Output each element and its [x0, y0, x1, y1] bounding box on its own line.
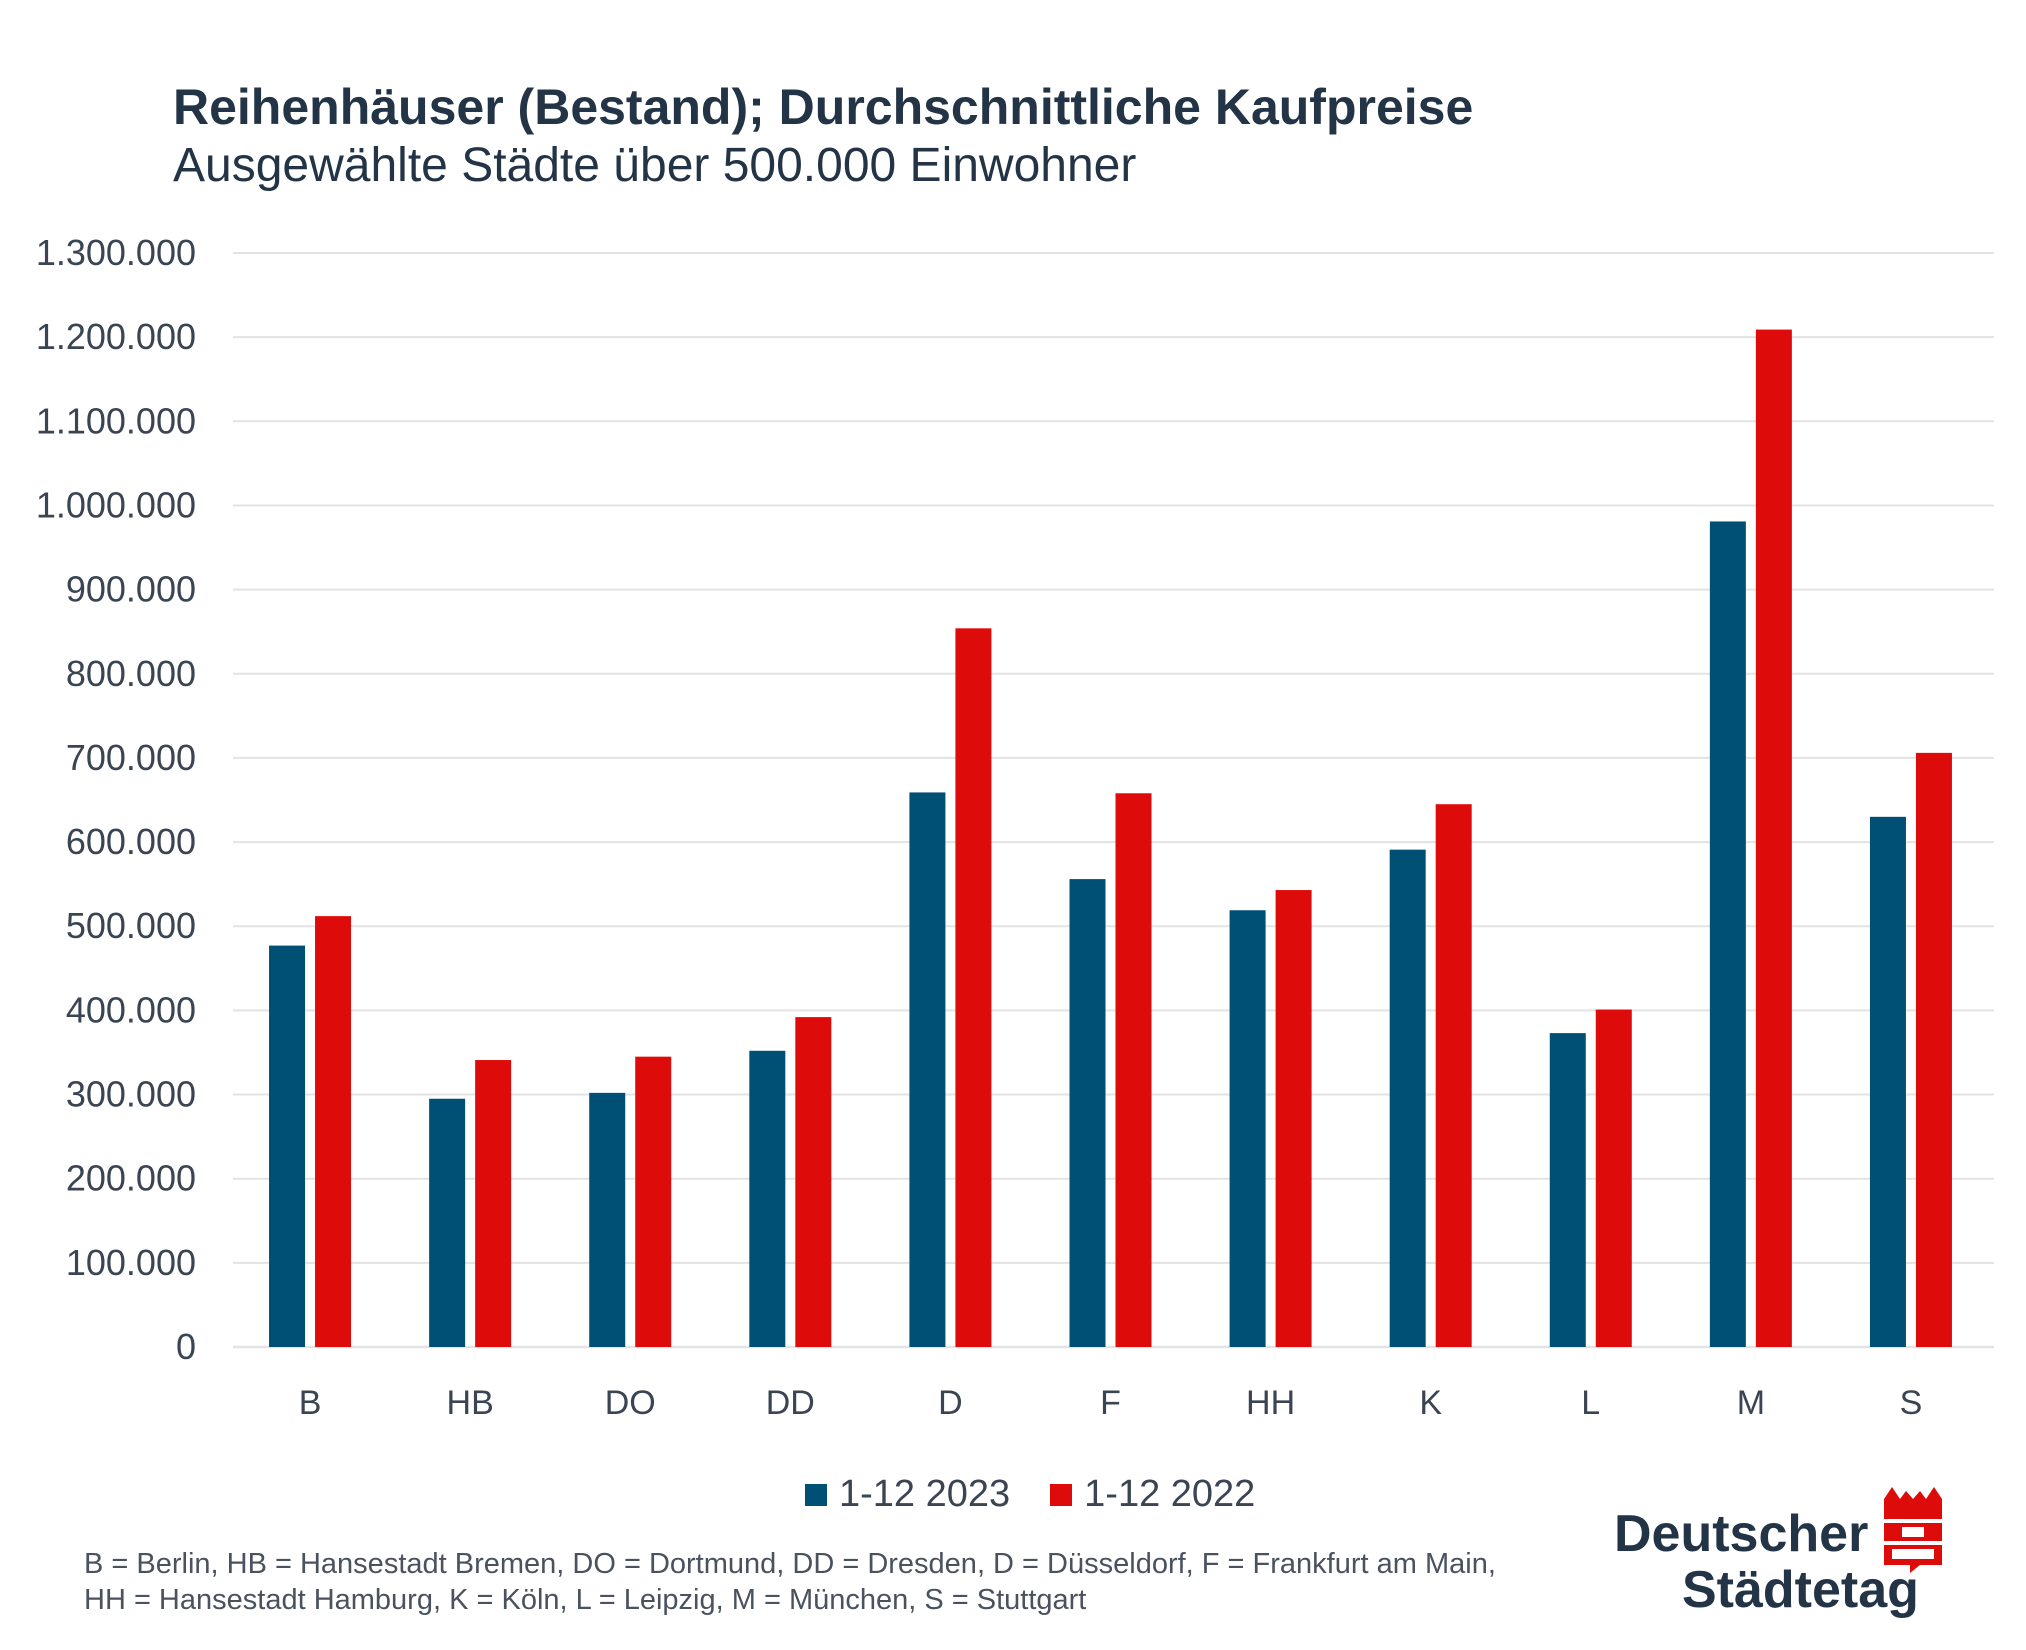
- legend-swatch-2023: [805, 1483, 827, 1506]
- y-tick-label: 1.100.000: [36, 400, 196, 441]
- grid-lines: [233, 252, 1994, 1349]
- legend-label-2023: 1-12 2023: [839, 1473, 1011, 1515]
- bar-L-2023: [1549, 1033, 1586, 1347]
- x-tick-label-F: F: [1100, 1384, 1121, 1420]
- bar-HB-2022: [475, 1060, 512, 1347]
- bar-D-2022: [955, 628, 992, 1347]
- footnote-line-1: B = Berlin, HB = Hansestadt Bremen, DO =…: [84, 1548, 1496, 1580]
- legend-item-2022: 1-12 2022: [1050, 1473, 1255, 1516]
- bar-S-2023: [1869, 816, 1906, 1347]
- bar-DO-2023: [589, 1092, 626, 1347]
- y-tick-label: 600.000: [66, 821, 196, 862]
- y-tick-label: 1.300.000: [36, 232, 196, 273]
- bar-K-2022: [1435, 804, 1472, 1347]
- chart-title: Reihenhäuser (Bestand); Durchschnittlich…: [173, 79, 1474, 135]
- y-axis-ticks: 0 100.000 200.000 300.000 400.000 500.000 600.…: [36, 232, 196, 1367]
- logo-text-line-2: Städtetag: [1682, 1561, 1919, 1619]
- bar-HB-2023: [429, 1098, 466, 1347]
- y-tick-label: 1.200.000: [36, 316, 196, 357]
- x-tick-label-M: M: [1737, 1384, 1765, 1420]
- bar-HH-2022: [1275, 890, 1312, 1347]
- y-tick-label: 700.000: [66, 737, 196, 778]
- bar-F-2022: [1115, 793, 1152, 1347]
- footnote: B = Berlin, HB = Hansestadt Bremen, DO =…: [84, 1546, 1496, 1618]
- y-tick-label: 900.000: [66, 569, 196, 610]
- bar-S-2022: [1915, 752, 1952, 1347]
- bar-M-2023: [1709, 521, 1746, 1347]
- bar-D-2023: [909, 792, 946, 1347]
- y-tick-label: 0: [176, 1326, 196, 1367]
- y-tick-label: 500.000: [66, 905, 196, 946]
- bar-K-2023: [1389, 849, 1426, 1347]
- x-tick-label-HH: HH: [1246, 1384, 1295, 1420]
- y-tick-label: 200.000: [66, 1158, 196, 1199]
- x-tick-label-HB: HB: [447, 1384, 494, 1420]
- bars: [269, 329, 1952, 1348]
- bar-DD-2023: [749, 1050, 786, 1347]
- y-tick-label: 800.000: [66, 653, 196, 694]
- y-tick-label: 400.000: [66, 989, 196, 1030]
- legend: 1-12 2023 1-12 2022: [805, 1473, 1295, 1516]
- x-tick-label-DO: DO: [605, 1384, 656, 1420]
- logo-text-line-1: Deutscher: [1614, 1505, 1869, 1563]
- bar-DD-2022: [795, 1017, 832, 1347]
- bar-F-2023: [1069, 879, 1106, 1347]
- bar-L-2022: [1595, 1009, 1632, 1347]
- y-tick-label: 1.000.000: [36, 484, 196, 525]
- legend-item-2023: 1-12 2023: [805, 1473, 1010, 1516]
- bar-B-2022: [315, 916, 352, 1347]
- x-tick-label-L: L: [1581, 1384, 1600, 1420]
- x-tick-label-D: D: [938, 1384, 963, 1420]
- city-crown-icon: [1884, 1487, 1942, 1573]
- x-tick-label-K: K: [1419, 1384, 1442, 1420]
- y-tick-label: 300.000: [66, 1074, 196, 1115]
- x-axis-ticks: B HB DO DD D F HH K L M S: [299, 1384, 1923, 1420]
- chart-subtitle: Ausgewählte Städte über 500.000 Einwohne…: [173, 139, 1137, 192]
- x-tick-label-S: S: [1900, 1384, 1923, 1420]
- legend-swatch-2022: [1050, 1483, 1073, 1506]
- bar-B-2023: [269, 945, 306, 1347]
- bar-chart: 0 100.000 200.000 300.000 400.000 500.000 600.…: [36, 232, 1994, 1420]
- bar-HH-2023: [1229, 910, 1266, 1347]
- x-tick-label-B: B: [299, 1384, 322, 1420]
- bar-DO-2022: [635, 1056, 672, 1347]
- legend-label-2022: 1-12 2022: [1084, 1473, 1256, 1515]
- bar-M-2022: [1755, 329, 1792, 1348]
- y-tick-label: 100.000: [66, 1242, 196, 1283]
- footnote-line-2: HH = Hansestadt Hamburg, K = Köln, L = L…: [84, 1584, 1087, 1616]
- x-tick-label-DD: DD: [766, 1384, 815, 1420]
